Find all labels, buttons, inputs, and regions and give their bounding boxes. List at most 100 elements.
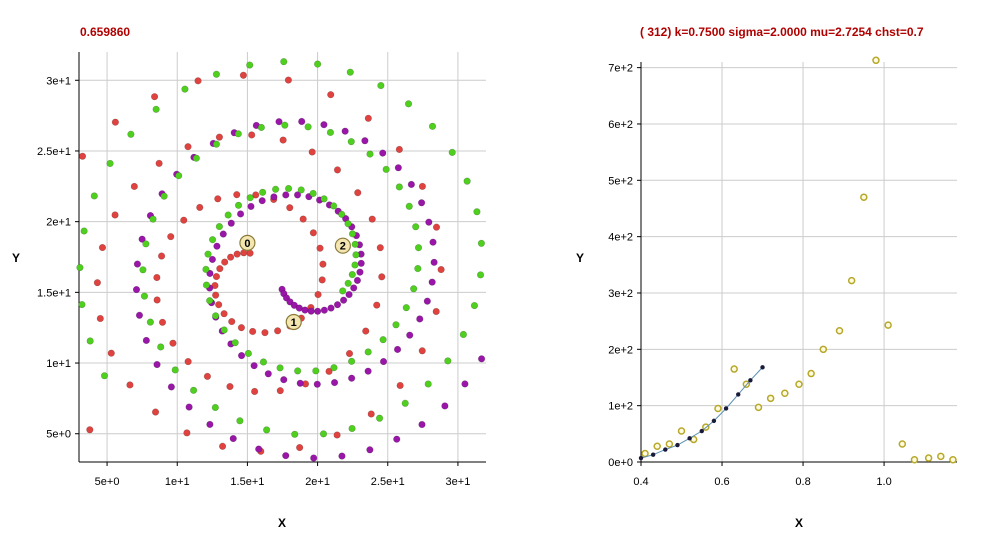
x-tick-label: 2e+1 [305,476,330,488]
data-point [404,100,413,108]
data-point [208,236,217,244]
left-x-axis-label: X [278,516,286,530]
data-point [259,358,268,366]
data-point [345,290,353,299]
data-point [185,403,193,411]
data-point [221,258,229,266]
data-point [711,418,717,424]
data-point [461,380,469,388]
data-point [407,180,415,189]
data-point [307,307,315,315]
data-point [208,255,217,264]
data-point [884,321,892,329]
data-point [111,118,119,126]
y-tick-label: 3e+2 [608,288,633,300]
data-point [135,311,144,319]
data-point [333,301,342,309]
y-tick-label: 1.5e+1 [37,287,71,299]
data-point [157,252,166,260]
data-point [220,310,228,318]
data-point [93,279,101,287]
y-tick-label: 6e+2 [608,119,633,131]
data-point [175,172,183,180]
data-point [284,184,293,193]
data-point [150,93,159,101]
data-point [202,265,210,273]
data-point [410,285,418,293]
data-point [76,263,84,272]
data-point [437,265,445,274]
data-point [153,296,161,304]
cluster-label: 0 [239,234,256,251]
data-point [313,380,321,388]
data-point [237,352,246,360]
data-point [379,149,387,157]
data-point [424,380,432,388]
data-point [281,121,289,129]
data-point [338,210,346,218]
data-point [296,379,304,387]
data-point [361,137,369,145]
data-point [650,452,656,457]
right-y-axis-label: Y [576,251,584,265]
right-chart-title: ( 312) k=0.7500 sigma=2.0000 mu=2.7254 c… [640,25,924,39]
data-point [910,455,919,464]
data-point [157,343,165,351]
data-point [206,297,214,305]
right-axes [637,62,957,466]
data-point [80,227,88,235]
data-point [184,143,192,151]
data-point [236,210,245,218]
data-point [350,284,358,292]
left-y-axis-label: Y [12,251,20,265]
data-point [214,195,222,203]
data-point [320,306,328,314]
data-point [160,192,168,200]
data-point [441,402,449,410]
data-point [401,399,409,407]
right-x-axis-label: X [795,516,803,530]
data-point [304,123,312,131]
data-point [261,329,269,337]
data-point [314,290,322,299]
data-point [368,215,376,223]
data-point [258,197,266,205]
data-point [107,349,115,357]
x-tick-label: 5e+0 [95,476,120,488]
data-point [470,301,479,310]
data-point [382,165,390,173]
y-tick-label: 0e+0 [608,457,633,469]
data-point [414,244,423,252]
cluster-number: 2 [340,241,346,253]
data-point [90,192,98,200]
data-point [663,447,668,452]
data-point [327,304,335,312]
data-point [234,130,242,138]
data-point [362,327,370,335]
data-point [228,317,236,326]
data-point [417,199,426,207]
data-point [760,365,765,370]
data-point [835,326,844,335]
right-points [638,56,957,464]
data-point [211,403,219,412]
data-point [665,440,674,448]
data-point [319,430,328,438]
data-point [138,235,146,243]
data-point [181,85,189,93]
data-point [396,381,404,390]
data-point [924,454,933,462]
data-point [898,440,907,448]
data-point [308,148,316,156]
cluster-marker [239,234,256,251]
x-tick-label: 0.8 [795,476,810,488]
data-point [78,152,87,160]
spiral-scatter-chart: 0.659860 5e+0 1e+1 1.5e+1 2e+1 2.5e+1 3e+15e+… [12,25,486,530]
data-point [286,204,294,212]
data-point [291,430,299,438]
data-point [325,367,333,375]
data-point [675,442,680,448]
data-point [275,118,283,126]
data-point [100,372,109,380]
data-point [339,296,348,304]
